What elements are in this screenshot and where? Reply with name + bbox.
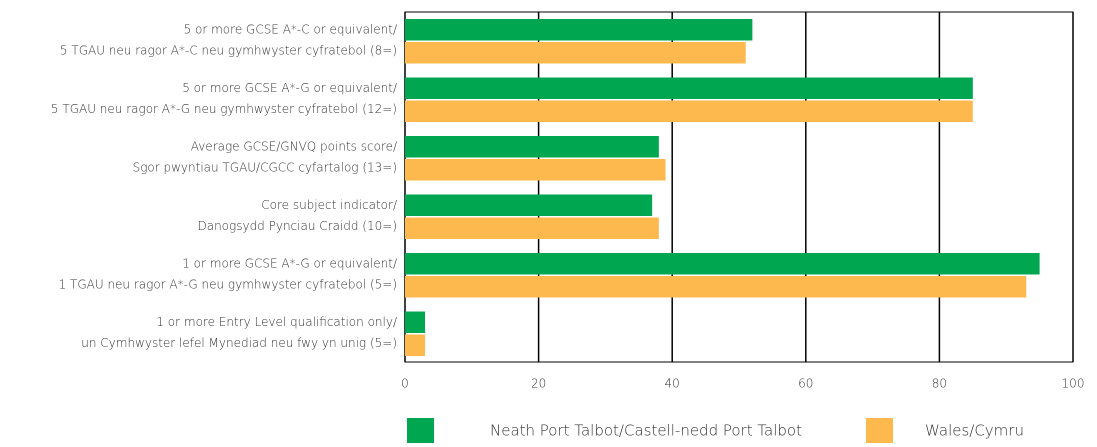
- legend-label: Wales/Cymru: [925, 422, 1024, 440]
- category-label: 1 or more Entry Level qualification only…: [156, 315, 397, 329]
- category-label: 5 or more GCSE A*-C or equivalent/: [184, 23, 397, 37]
- x-tick-label: 60: [798, 377, 813, 391]
- x-tick-label: 100: [1062, 377, 1085, 391]
- legend-swatch: [866, 418, 893, 443]
- category-label: 5 TGAU neu ragor A*-G neu gymhwyster cyf…: [51, 102, 397, 116]
- bar: [405, 253, 1040, 275]
- bar: [405, 276, 1027, 298]
- bar: [405, 194, 653, 216]
- category-label: 5 or more GCSE A*-G or equivalent/: [182, 81, 397, 95]
- x-tick-label: 40: [665, 377, 680, 391]
- x-tick-label: 20: [531, 377, 546, 391]
- bar: [405, 159, 666, 181]
- legend-label: Neath Port Talbot/Castell-nedd Port Talb…: [490, 422, 802, 440]
- x-tick-label: 80: [932, 377, 947, 391]
- category-label: Core subject indicator/: [261, 198, 397, 212]
- bar: [405, 100, 973, 122]
- bar: [405, 217, 659, 239]
- bar: [405, 311, 426, 333]
- category-label: 1 TGAU neu ragor A*-G neu gymhwyster cyf…: [59, 278, 397, 292]
- bar: [405, 19, 753, 41]
- category-label: Average GCSE/GNVQ points score/: [191, 140, 397, 154]
- category-label: un Cymhwyster lefel Mynediad neu fwy yn …: [81, 336, 397, 350]
- plot-frame: [404, 11, 1074, 363]
- bar: [405, 334, 426, 356]
- bar: [405, 42, 746, 64]
- x-tick-label: 0: [401, 377, 409, 391]
- category-label: Sgor pwyntiau TGAU/CGCC cyfartalog (13=): [133, 161, 397, 175]
- bar: [405, 77, 973, 99]
- category-label: Danogsydd Pynciau Craidd (10=): [197, 219, 397, 233]
- legend-swatch: [407, 418, 434, 443]
- bar: [405, 136, 659, 158]
- category-label: 1 or more GCSE A*-G or equivalent/: [182, 257, 397, 271]
- category-label: 5 TGAU neu ragor A*-C neu gymhwyster cyf…: [60, 44, 397, 58]
